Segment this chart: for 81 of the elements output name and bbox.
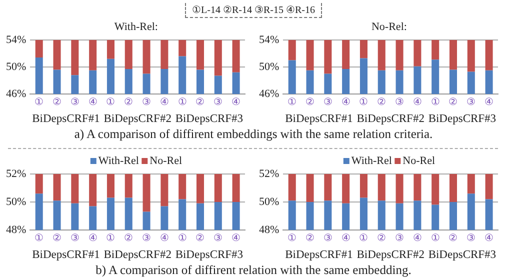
y-tick-label: 52% (258, 168, 280, 180)
x-tick-label: ② (306, 232, 315, 244)
y-tick-label: 48% (258, 224, 280, 236)
y-tick-label: 52% (6, 168, 26, 180)
x-tick-label: ④ (160, 232, 169, 244)
x-tick-label: ① (288, 232, 297, 244)
text: BiDepsCRF#3 (175, 249, 244, 262)
x-tick-label: ② (196, 232, 205, 244)
text: ①L-14 ②R-14 ③R-15 ④R-16 (185, 3, 322, 18)
x-tick-label: ② (448, 96, 458, 108)
chart-title: No-Rel: (371, 20, 410, 33)
y-tick-label: 48% (6, 224, 26, 236)
x-tick-label: ④ (412, 96, 422, 108)
x-tick-label: ① (106, 232, 116, 244)
x-tick-label: ④ (232, 232, 241, 244)
x-tick-label: ② (377, 232, 386, 244)
x-tick-label: ④ (232, 96, 241, 108)
x-tick-label: ④ (412, 232, 422, 244)
x-tick-label: ③ (142, 96, 152, 108)
y-tick-label: 50% (6, 196, 26, 208)
x-tick-label: ① (34, 96, 44, 108)
x-tick-label: ① (34, 232, 44, 244)
x-tick-label: ③ (70, 96, 80, 108)
text: BiDepsCRF#2 (104, 113, 172, 126)
text: BiDepsCRF#1 (285, 249, 354, 262)
text: BiDepsCRF#1 (32, 113, 100, 126)
x-tick-label: ④ (160, 96, 169, 108)
y-tick-label: 54% (6, 34, 26, 46)
x-tick-label: ③ (70, 232, 80, 244)
text: BiDepsCRF#2 (356, 113, 425, 126)
text: BiDepsCRF#1 (285, 113, 354, 126)
y-tick-label: 50% (6, 60, 26, 73)
x-tick-label: ④ (484, 232, 494, 244)
x-tick-label: ① (430, 232, 440, 244)
x-tick-label: ④ (341, 232, 350, 244)
text: BiDepsCRF#3 (175, 113, 244, 126)
y-tick-label: 46% (6, 88, 26, 100)
x-tick-label: ④ (88, 232, 98, 244)
x-tick-label: ② (196, 96, 205, 108)
x-tick-label: ② (448, 232, 458, 244)
x-tick-label: ① (178, 232, 187, 244)
legend-label: With-Rel (98, 154, 142, 167)
x-tick-label: ④ (88, 96, 98, 108)
x-tick-label: ③ (142, 232, 152, 244)
x-tick-label: ① (106, 96, 116, 108)
y-tick-label: 50% (258, 196, 280, 208)
x-tick-label: ③ (395, 96, 404, 108)
x-tick-label: ③ (466, 232, 476, 244)
text: BiDepsCRF#3 (428, 113, 496, 126)
x-tick-label: ③ (466, 96, 476, 108)
x-tick-label: ② (377, 96, 386, 108)
x-tick-label: ③ (214, 96, 223, 108)
x-tick-label: ③ (214, 232, 223, 244)
y-tick-label: 50% (258, 60, 280, 73)
x-tick-label: ③ (395, 232, 404, 244)
text: BiDepsCRF#2 (356, 249, 425, 262)
chart-title: With-Rel: (114, 20, 161, 33)
legend-label: No-Rel (150, 154, 185, 167)
x-tick-label: ④ (341, 96, 350, 108)
x-tick-label: ② (306, 96, 315, 108)
x-tick-label: ④ (484, 96, 494, 108)
text: a) A comparison of diffirent embeddings with the same relation criteria. (73, 127, 434, 142)
x-tick-label: ① (359, 232, 368, 244)
x-tick-label: ① (178, 96, 187, 108)
x-tick-label: ① (430, 96, 440, 108)
x-tick-label: ③ (323, 96, 332, 108)
legend-label: With-Rel (351, 154, 395, 167)
x-tick-label: ① (288, 96, 297, 108)
y-tick-label: 54% (258, 34, 280, 46)
text: BiDepsCRF#1 (32, 249, 100, 262)
text: BiDepsCRF#2 (104, 249, 172, 262)
text: BiDepsCRF#3 (428, 249, 496, 262)
x-tick-label: ② (124, 232, 134, 244)
x-tick-label: ② (124, 96, 134, 108)
text: b) A comparison of diffirent relation with the same embedding. (94, 263, 412, 278)
x-tick-label: ② (52, 232, 62, 244)
legend-label: No-Rel (402, 154, 438, 167)
y-tick-label: 46% (258, 88, 280, 100)
x-tick-label: ② (52, 96, 62, 108)
x-tick-label: ③ (323, 232, 332, 244)
x-tick-label: ① (359, 96, 368, 108)
